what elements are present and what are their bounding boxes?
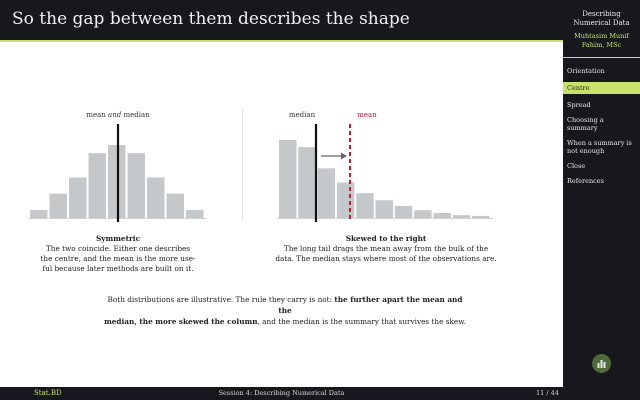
shift-arrow-icon [321, 152, 347, 160]
histogram-bar [279, 140, 297, 218]
symmetric-caption-line: ful because later methods are built on i… [42, 264, 194, 273]
sidebar: Describing Numerical Data Muhtasim Munif… [563, 0, 640, 400]
footer-brand: Stat.BD [34, 389, 62, 397]
nav-item-spread[interactable]: Spread [567, 101, 591, 109]
slide-footer: Stat.BD Session 4: Describing Numerical … [0, 387, 563, 400]
mean-and-median-label: mean and median [86, 111, 150, 119]
histogram-bar [108, 145, 126, 218]
histogram-bar [127, 153, 145, 218]
mean-label: mean [357, 111, 377, 119]
histogram-bar [147, 177, 165, 218]
takeaway-rule-part2: median, the more skewed the column [104, 317, 258, 326]
symmetric-caption-line: the centre, and the mean is the more use… [40, 254, 196, 263]
histogram-bar [49, 193, 67, 218]
page-number: 11 / 44 [536, 389, 559, 397]
nav-item-centre[interactable]: Centre [563, 82, 640, 94]
histogram-bar [186, 209, 204, 218]
median-label: median [289, 111, 316, 119]
slide-title: So the gap between them describes the sh… [12, 9, 410, 29]
histogram-bar [69, 177, 87, 218]
skewed-caption-line: The long tail drags the mean away from t… [283, 244, 489, 253]
histogram-bar [317, 168, 336, 218]
nav-item-when-summary-not-enough[interactable]: When a summary is not enough [567, 139, 632, 155]
symmetric-caption-line: The two coincide. Either one describes [45, 244, 191, 253]
sidebar-nav: Orientation Centre Spread Choosing a sum… [563, 60, 640, 185]
histogram-bar [298, 147, 316, 218]
sidebar-divider [563, 57, 640, 58]
skewed-caption: Skewed to the right The long tail drags … [270, 234, 502, 264]
bar-chart-logo-icon[interactable] [592, 354, 611, 373]
nav-item-references[interactable]: References [567, 177, 604, 185]
histogram-bar [30, 209, 48, 218]
takeaway-intro: Both distributions are illustrative. The… [107, 295, 335, 304]
slide-header: So the gap between them describes the sh… [0, 0, 563, 40]
skewed-histogram: median mean [277, 111, 493, 222]
nav-item-close[interactable]: Close [567, 162, 586, 170]
takeaway-conclusion: , and the median is the summary that sur… [257, 317, 466, 326]
footer-session: Session 4: Describing Numerical Data [218, 389, 345, 397]
symmetric-caption: Symmetric The two coincide. Either one d… [28, 234, 208, 274]
nav-item-choosing-a-summary[interactable]: Choosing a summary [567, 116, 604, 132]
header-accent-rule [0, 40, 563, 42]
histogram-bar [433, 213, 451, 218]
deck-title: Describing Numerical Data [573, 10, 630, 27]
skewed-caption-line: data. The median stays where most of the… [275, 254, 497, 263]
chart-divider [242, 110, 243, 220]
symmetric-histogram: mean and median [28, 111, 207, 222]
histogram-bar [88, 153, 106, 218]
histogram-bar [414, 210, 432, 218]
histogram-bar [452, 215, 471, 218]
takeaway-text: Both distributions are illustrative. The… [100, 294, 470, 327]
histogram-bar [375, 200, 393, 218]
symmetric-caption-title: Symmetric [95, 234, 141, 243]
takeaway-rule-part1: the further apart the mean and the [278, 295, 463, 315]
histogram-bar [394, 205, 413, 218]
deck-author: Muhtasim Munif Fahim, MSc [574, 32, 629, 49]
histogram-bar [336, 182, 355, 218]
skewed-caption-title: Skewed to the right [345, 234, 427, 243]
nav-item-orientation[interactable]: Orientation [567, 67, 605, 75]
histogram-bar [166, 193, 184, 218]
histogram-bar [356, 193, 374, 218]
histogram-bar [472, 215, 490, 218]
